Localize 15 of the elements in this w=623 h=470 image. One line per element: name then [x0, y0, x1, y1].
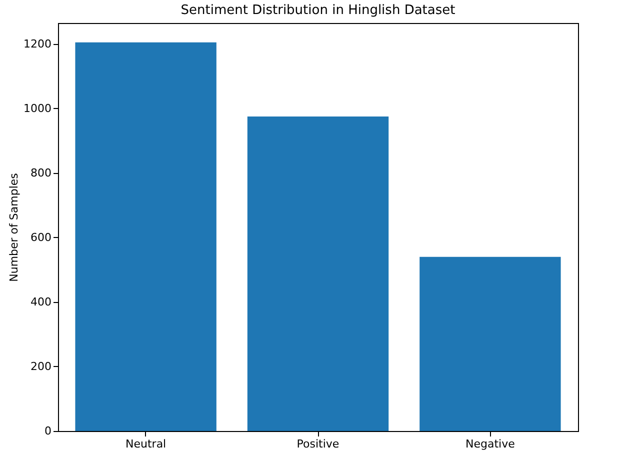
y-tick-label: 1000 [24, 102, 52, 115]
y-tick-label: 800 [30, 166, 52, 180]
x-tick-label: Neutral [126, 438, 166, 450]
y-axis-title: Number of Samples [8, 172, 21, 282]
bar [420, 256, 561, 431]
x-tick-label: Negative [466, 438, 516, 450]
chart-title: Sentiment Distribution in Hinglish Dataset [180, 3, 456, 18]
bar [247, 116, 389, 431]
y-tick-label: 400 [30, 295, 52, 308]
bar [75, 42, 216, 431]
y-tick-label: 0 [44, 424, 52, 438]
y-tick-label: 200 [30, 360, 52, 373]
x-tick-label: Positive [296, 438, 340, 450]
y-tick-label: 600 [30, 230, 52, 244]
y-tick-label: 1200 [24, 37, 52, 50]
